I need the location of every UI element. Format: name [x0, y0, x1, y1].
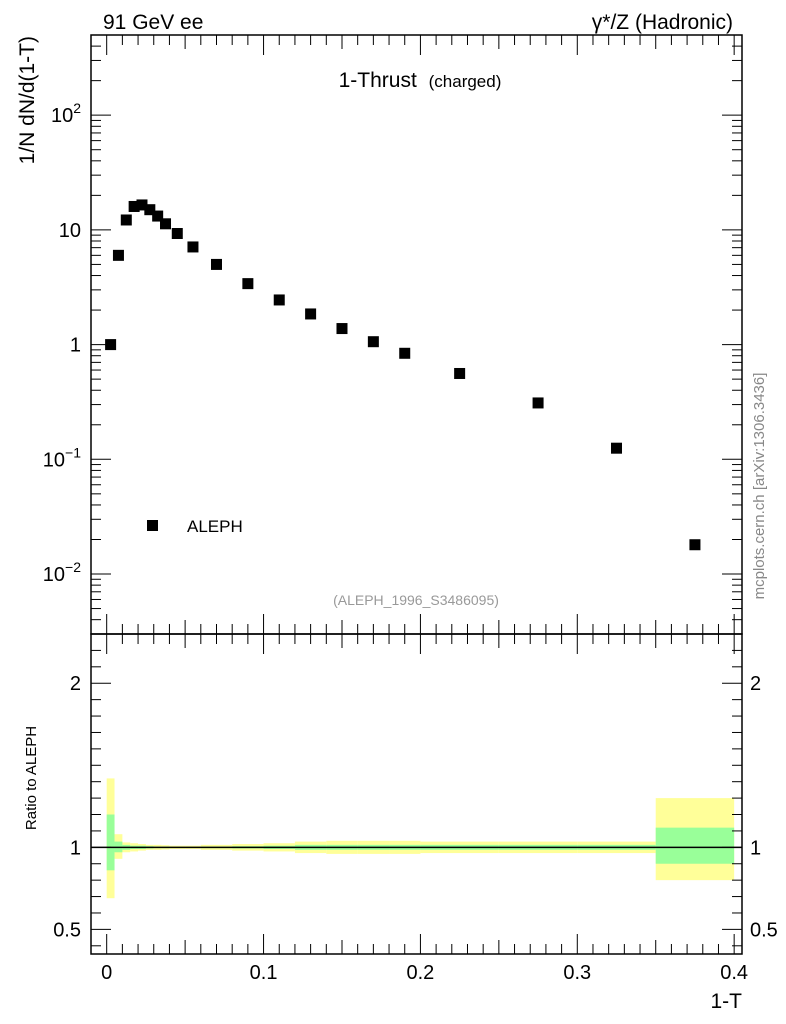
side-label: mcplots.cern.ch [arXiv:1306.3436] — [751, 373, 768, 600]
data-point — [242, 278, 254, 290]
data-point — [399, 347, 411, 359]
main-title-text: 1-Thrust — [339, 69, 417, 92]
data-point — [454, 367, 466, 379]
data-points — [105, 199, 701, 551]
data-point — [171, 228, 183, 240]
data-point — [112, 249, 124, 261]
data-point — [152, 210, 164, 222]
main-subtitle-text: (charged) — [429, 72, 502, 91]
data-point — [136, 199, 148, 211]
legend-marker — [147, 520, 158, 531]
x-tick-label: 0.4 — [720, 962, 748, 984]
main-y-tick-label: 102 — [51, 100, 81, 127]
ratio-y-tick-labels: 0.5 0.5 1 1 2 2 — [53, 673, 778, 941]
data-point — [689, 539, 701, 551]
main-panel: 10−2 10−1 1 10 102 1-Thrust (charged) 1/N dN… — [16, 34, 743, 635]
header-left-label: 91 GeV ee — [103, 11, 203, 34]
stat-uncertainty-band — [655, 827, 735, 864]
data-point — [160, 218, 172, 230]
ratio-x-tick-labels: 0 0.1 0.2 0.3 0.4 — [101, 962, 748, 984]
ratio-y-tick-label-right: 0.5 — [750, 919, 778, 941]
ratio-y-tick-label: 0.5 — [53, 919, 81, 941]
main-axis-ticks — [91, 34, 742, 635]
stat-uncertainty-band — [106, 814, 115, 871]
header-right-label: γ*/Z (Hadronic) — [592, 11, 733, 34]
data-point — [611, 442, 623, 454]
x-axis-label: 1-T — [711, 990, 743, 1013]
main-y-tick-label: 10 — [59, 220, 81, 242]
ratio-bands — [106, 778, 735, 899]
x-tick-label: 0.3 — [563, 962, 591, 984]
data-point — [128, 200, 140, 212]
data-point — [273, 294, 285, 306]
main-y-tick-label: 10−2 — [43, 559, 81, 586]
analysis-label: (ALEPH_1996_S3486095) — [333, 592, 499, 608]
data-point — [187, 241, 199, 253]
ratio-panel: 0.5 0.51 12 2 0 0.1 0.2 0.3 0.4 Ratio to ALEPH … — [23, 633, 778, 1013]
legend-label: ALEPH — [187, 517, 243, 536]
main-y-axis-label: 1/N dN/d(1-T) — [16, 36, 39, 164]
data-point — [305, 308, 317, 320]
ratio-y-tick-label: 2 — [70, 673, 81, 695]
main-y-tick-labels: 10−2 10−1 1 10 102 — [43, 100, 81, 586]
ratio-axis-ticks — [91, 634, 742, 954]
data-point — [532, 397, 544, 409]
data-point — [367, 336, 379, 348]
main-y-tick-label: 10−1 — [43, 444, 81, 471]
data-point — [336, 323, 348, 335]
main-title: 1-Thrust (charged) — [339, 69, 502, 92]
ratio-frame — [90, 633, 743, 955]
data-point — [144, 204, 156, 216]
data-point — [105, 339, 117, 351]
ratio-y-axis-label: Ratio to ALEPH — [23, 726, 40, 830]
x-tick-label: 0.1 — [250, 962, 278, 984]
ratio-y-tick-label-right: 1 — [750, 837, 761, 859]
data-point — [120, 214, 132, 226]
data-point — [210, 258, 222, 270]
ratio-y-tick-label: 1 — [70, 837, 81, 859]
x-tick-label: 0.2 — [407, 962, 435, 984]
main-y-tick-label: 1 — [70, 335, 81, 357]
ratio-y-tick-label-right: 2 — [750, 673, 761, 695]
x-tick-label: 0 — [101, 962, 112, 984]
main-frame — [90, 34, 743, 635]
